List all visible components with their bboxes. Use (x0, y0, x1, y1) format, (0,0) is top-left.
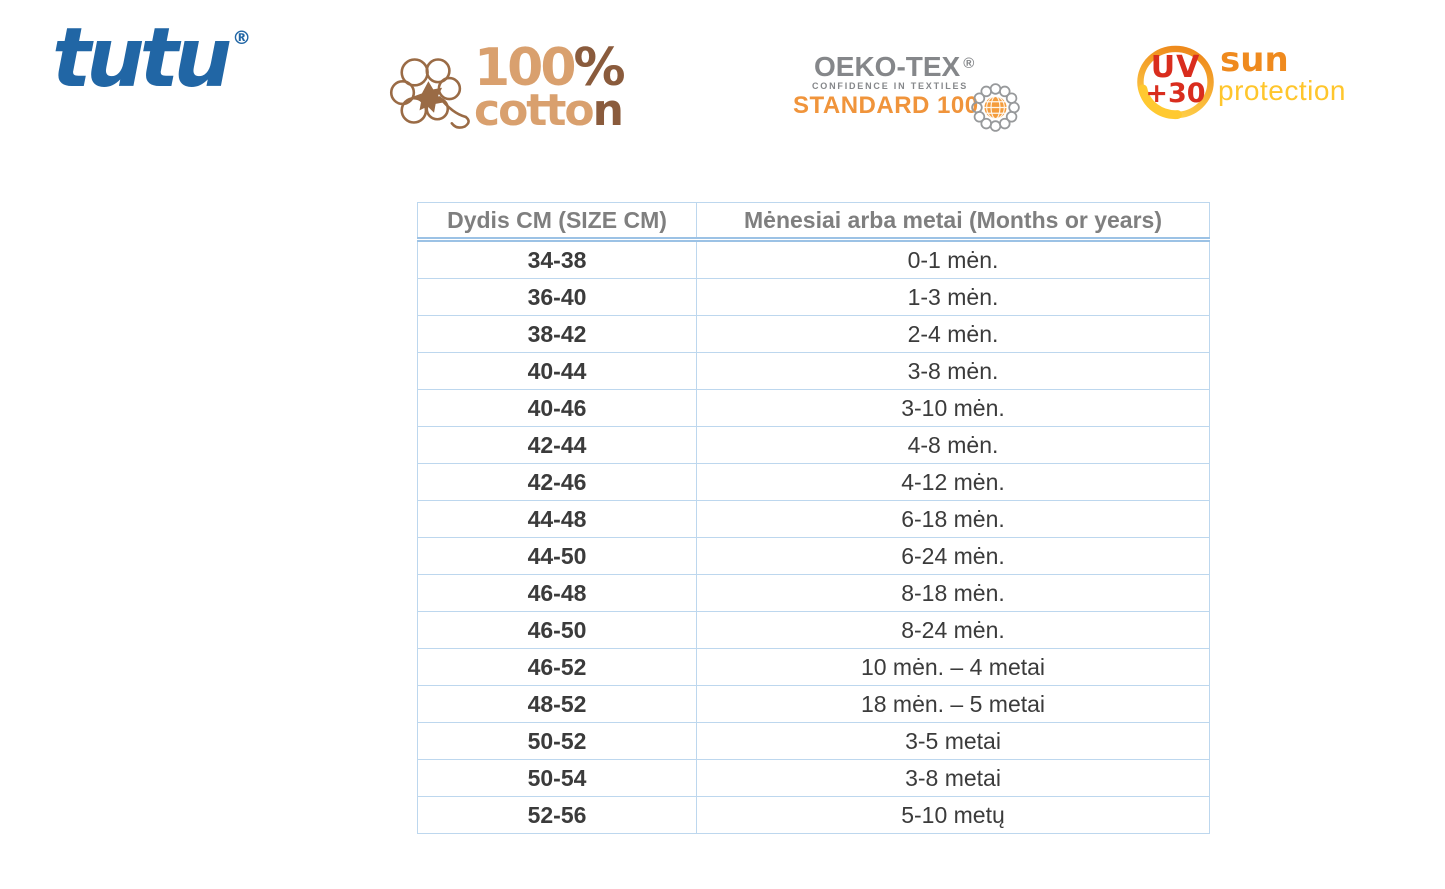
size-table-row: 44-50 6-24 mėn. (417, 537, 1210, 575)
size-cell: 38-42 (417, 315, 697, 353)
size-table-row: 40-46 3-10 mėn. (417, 389, 1210, 427)
age-cell: 18 mėn. – 5 metai (696, 685, 1210, 723)
age-cell: 1-3 mėn. (696, 278, 1210, 316)
age-column-header: Mėnesiai arba metai (Months or years) (696, 202, 1210, 242)
size-table-row: 38-42 2-4 mėn. (417, 315, 1210, 353)
uv-label: UV (1150, 50, 1201, 85)
size-table-row: 46-52 10 mėn. – 4 metai (417, 648, 1210, 686)
size-cell: 46-48 (417, 574, 697, 612)
size-table-row: 50-54 3-8 metai (417, 759, 1210, 797)
oeko-tex-brand: OEKO-TEX ® (814, 51, 974, 83)
protection-word: protection (1218, 75, 1346, 106)
age-cell: 8-24 mėn. (696, 611, 1210, 649)
tutu-logo: tutu ® (52, 11, 252, 106)
size-table-row: 46-50 8-24 mėn. (417, 611, 1210, 649)
size-cell: 50-52 (417, 722, 697, 760)
size-cell: 40-44 (417, 352, 697, 390)
size-column-header: Dydis CM (SIZE CM) (417, 202, 697, 242)
age-cell: 3-10 mėn. (696, 389, 1210, 427)
age-cell: 3-8 mėn. (696, 352, 1210, 390)
cotton-percent-sign: % (573, 38, 626, 98)
size-table-row: 50-52 3-5 metai (417, 722, 1210, 760)
uv-sun-protection-logo: UV +30 sun protection (1136, 40, 1351, 124)
oeko-tex-standard-100: STANDARD 100 (793, 92, 979, 119)
size-table-row: 52-56 5-10 metų (417, 796, 1210, 834)
age-cell: 8-18 mėn. (696, 574, 1210, 612)
size-table-header-row: Dydis CM (SIZE CM) Mėnesiai arba metai (… (417, 202, 1210, 242)
cotton-word-line: cotton (474, 89, 624, 133)
uv-ring-icon (1137, 45, 1214, 120)
size-table-row: 42-44 4-8 mėn. (417, 426, 1210, 464)
cotton-percent-number: 100 (474, 38, 577, 98)
age-cell: 4-8 mėn. (696, 426, 1210, 464)
cotton-flower-icon (389, 58, 470, 129)
age-cell: 10 mėn. – 4 metai (696, 648, 1210, 686)
size-table-row: 36-40 1-3 mėn. (417, 278, 1210, 316)
cotton-word-start: cotto (474, 85, 595, 136)
size-table: Dydis CM (SIZE CM) Mėnesiai arba metai (… (417, 202, 1210, 834)
size-cell: 50-54 (417, 759, 697, 797)
cotton-word-end: n (592, 85, 624, 136)
size-cell: 42-46 (417, 463, 697, 501)
cotton-percent-line: 100% (474, 42, 626, 94)
cotton-100-logo: 100% cotton (388, 42, 626, 136)
age-cell: 4-12 mėn. (696, 463, 1210, 501)
cotton-logo-text: 100% cotton (474, 42, 626, 133)
age-cell: 3-8 metai (696, 759, 1210, 797)
size-cell: 52-56 (417, 796, 697, 834)
age-cell: 3-5 metai (696, 722, 1210, 760)
oeko-tex-logo: OEKO-TEX ® CONFIDENCE IN TEXTILES STANDAR… (793, 51, 1038, 133)
size-table-body: 34-38 0-1 mėn. 36-40 1-3 mėn. 38-42 2-4 … (417, 239, 1210, 834)
tutu-registered-mark: ® (232, 27, 252, 49)
oeko-tex-brand-text: OEKO-TEX (814, 51, 961, 82)
size-cell: 34-38 (417, 239, 697, 279)
age-cell: 2-4 mėn. (696, 315, 1210, 353)
size-table-row: 40-44 3-8 mėn. (417, 352, 1210, 390)
age-cell: 6-24 mėn. (696, 537, 1210, 575)
size-cell: 44-48 (417, 500, 697, 538)
age-cell: 0-1 mėn. (696, 239, 1210, 279)
size-table-row: 42-46 4-12 mėn. (417, 463, 1210, 501)
oeko-tex-registered-mark: ® (963, 55, 975, 72)
size-table-row: 46-48 8-18 mėn. (417, 574, 1210, 612)
age-cell: 5-10 metų (696, 796, 1210, 834)
size-cell: 44-50 (417, 537, 697, 575)
sun-word: sun (1220, 40, 1289, 80)
size-table-row: 48-52 18 mėn. – 5 metai (417, 685, 1210, 723)
size-table-row: 44-48 6-18 mėn. (417, 500, 1210, 538)
size-table-row: 34-38 0-1 mėn. (417, 239, 1210, 279)
size-cell: 36-40 (417, 278, 697, 316)
oeko-tex-tagline: CONFIDENCE IN TEXTILES (812, 81, 969, 91)
size-cell: 40-46 (417, 389, 697, 427)
age-cell: 6-18 mėn. (696, 500, 1210, 538)
size-table-head: Dydis CM (SIZE CM) Mėnesiai arba metai (… (417, 202, 1210, 242)
size-cell: 46-50 (417, 611, 697, 649)
spf-30-label: +30 (1145, 78, 1206, 109)
size-cell: 48-52 (417, 685, 697, 723)
size-cell: 46-52 (417, 648, 697, 686)
size-cell: 42-44 (417, 426, 697, 464)
oeko-tex-globe-emblem-icon (971, 83, 1020, 132)
tutu-wordmark: tutu (52, 11, 232, 106)
uv-spf-value: UV +30 (1136, 50, 1215, 109)
